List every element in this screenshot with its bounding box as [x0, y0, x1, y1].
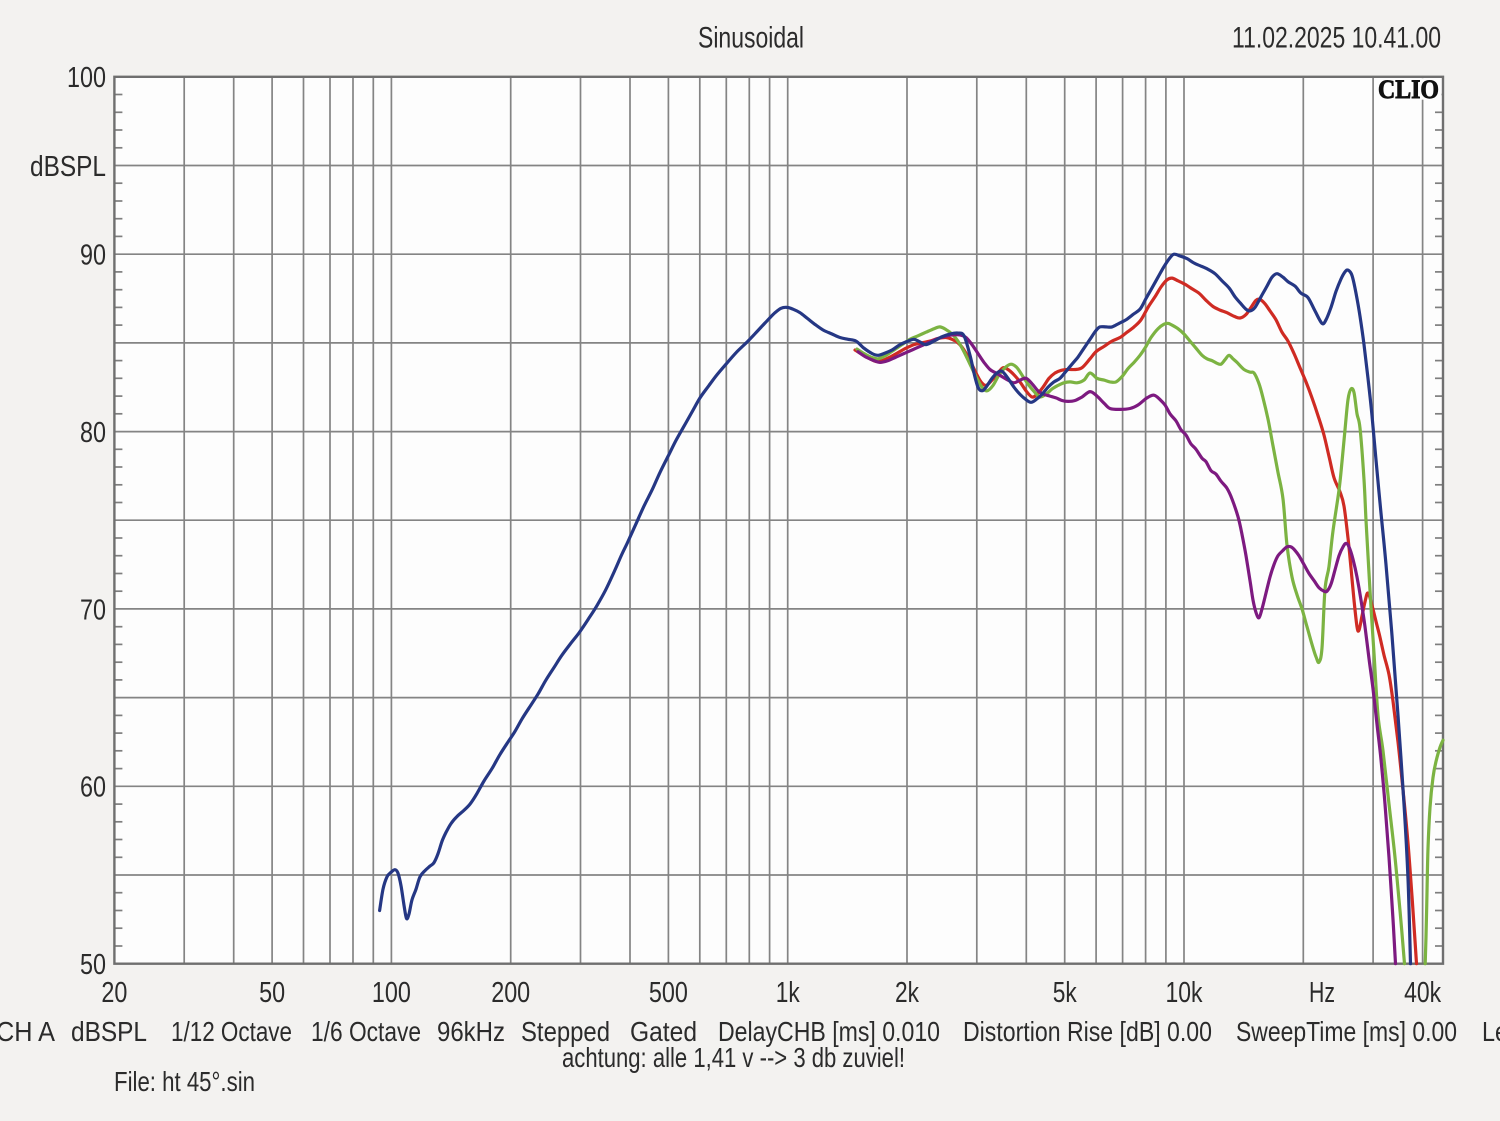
svg-text:20: 20 — [101, 977, 127, 1009]
svg-text:Gated: Gated — [630, 1016, 697, 1047]
svg-text:50: 50 — [80, 949, 106, 981]
svg-text:1/12 Octave: 1/12 Octave — [171, 1016, 292, 1047]
svg-text:dBSPL: dBSPL — [30, 151, 106, 183]
svg-text:50: 50 — [259, 977, 285, 1009]
svg-text:CLIO: CLIO — [1378, 75, 1439, 104]
svg-text:90: 90 — [80, 240, 106, 272]
svg-text:Stepped: Stepped — [521, 1016, 610, 1047]
svg-text:Le: Le — [1482, 1016, 1500, 1047]
svg-text:Distortion Rise [dB] 0.00: Distortion Rise [dB] 0.00 — [963, 1016, 1212, 1047]
svg-text:11.02.2025 10.41.00: 11.02.2025 10.41.00 — [1232, 22, 1441, 55]
svg-text:80: 80 — [80, 417, 106, 449]
svg-text:200: 200 — [491, 977, 530, 1009]
svg-text:70: 70 — [80, 594, 106, 626]
svg-text:1/6 Octave: 1/6 Octave — [311, 1016, 421, 1047]
svg-text:10k: 10k — [1166, 977, 1203, 1009]
svg-text:96kHz: 96kHz — [437, 1016, 505, 1047]
svg-text:CH A: CH A — [0, 1016, 55, 1047]
svg-text:60: 60 — [80, 772, 106, 804]
svg-text:40k: 40k — [1404, 977, 1441, 1009]
svg-text:2k: 2k — [895, 977, 919, 1009]
svg-text:100: 100 — [372, 977, 411, 1009]
svg-text:SweepTime [ms] 0.00: SweepTime [ms] 0.00 — [1236, 1016, 1457, 1047]
svg-text:500: 500 — [649, 977, 688, 1009]
svg-text:DelayCHB [ms] 0.010: DelayCHB [ms] 0.010 — [718, 1016, 940, 1047]
svg-text:100: 100 — [67, 62, 106, 94]
svg-text:File: ht 45°.sin: File: ht 45°.sin — [114, 1066, 255, 1097]
svg-text:1k: 1k — [776, 977, 800, 1009]
svg-text:achtung: alle 1,41 v --> 3 db: achtung: alle 1,41 v --> 3 db zuviel! — [562, 1042, 905, 1073]
svg-text:Sinusoidal: Sinusoidal — [698, 22, 804, 55]
svg-text:5k: 5k — [1053, 977, 1077, 1009]
svg-text:dBSPL: dBSPL — [71, 1016, 147, 1047]
svg-text:Hz: Hz — [1309, 977, 1335, 1009]
